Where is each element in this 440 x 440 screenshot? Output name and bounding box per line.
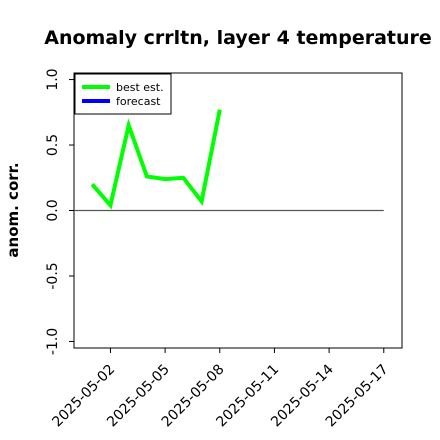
- y-tick-label: -1.0: [45, 328, 61, 355]
- legend: best est.forecast: [74, 73, 172, 115]
- legend-label: best est.: [116, 81, 164, 94]
- x-axis: 2025-05-022025-05-052025-05-082025-05-11…: [49, 348, 392, 430]
- chart-title: Anomaly crrltn, layer 4 temperature: [44, 27, 432, 49]
- legend-box: [74, 73, 172, 115]
- y-axis-label: anom. corr.: [4, 162, 22, 257]
- series-line: [90, 109, 222, 210]
- y-tick-label: 0.0: [45, 199, 61, 221]
- y-axis: -1.0 -0.5 0.0 0.5 1.0: [45, 68, 74, 355]
- y-tick-label: 0.5: [45, 134, 61, 156]
- series-layer: [74, 109, 384, 212]
- legend-label: forecast: [116, 95, 161, 108]
- y-tick-label: -0.5: [45, 262, 61, 289]
- y-tick-label: 1.0: [45, 68, 61, 90]
